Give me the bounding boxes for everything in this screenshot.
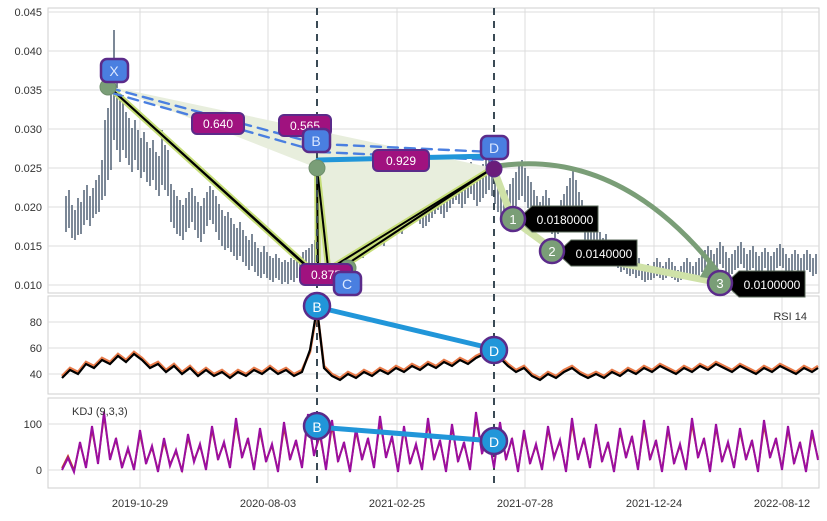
kdj-series bbox=[61, 411, 819, 476]
price-ytick-2: 0.035 bbox=[14, 85, 42, 97]
pivot-label-c-box[interactable] bbox=[332, 270, 363, 297]
target-2-value: 0.0140000 bbox=[576, 247, 633, 261]
price-ytick-0: 0.045 bbox=[14, 7, 42, 19]
pivot-d-dot bbox=[485, 160, 503, 178]
target-1-value: 0.0180000 bbox=[537, 213, 594, 227]
x-axis: 2019-10-29 2020-08-03 2021-02-25 2021-07… bbox=[112, 498, 810, 510]
kdj-panel-label: KDJ (9,3,3) bbox=[72, 406, 128, 418]
kdj-marker-b-label: B bbox=[312, 419, 321, 435]
target-arc bbox=[495, 161, 721, 275]
kdj-panel-bg bbox=[47, 397, 820, 489]
pivot-label-b: B bbox=[311, 133, 320, 149]
price-ytick-1: 0.040 bbox=[14, 46, 42, 58]
rsi-markers: B D bbox=[302, 291, 509, 365]
target-marker-1[interactable] bbox=[499, 205, 527, 233]
pattern-fill bbox=[108, 86, 493, 276]
xtick-0: 2019-10-29 bbox=[112, 498, 168, 510]
ratio-label-1: 0.640 bbox=[203, 117, 233, 131]
target-markers: 1 2 3 bbox=[499, 205, 734, 297]
xtick-2: 2021-02-25 bbox=[369, 498, 425, 510]
pivot-label-d: D bbox=[489, 140, 499, 156]
pivot-b-dot bbox=[308, 159, 326, 177]
pivot-label-x-box[interactable] bbox=[99, 57, 130, 84]
rsi-panel-label: RSI 14 bbox=[773, 311, 807, 323]
rsi-bd-line bbox=[314, 304, 497, 352]
xtick-1: 2020-08-03 bbox=[240, 498, 296, 510]
pivot-label-x: X bbox=[109, 63, 119, 79]
price-ytick-4: 0.025 bbox=[14, 163, 42, 175]
price-y-axis: 0.045 0.040 0.035 0.030 0.025 0.020 0.01… bbox=[14, 7, 42, 292]
pivot-label-c: C bbox=[342, 276, 352, 292]
kdj-y-axis: 100 0 bbox=[24, 419, 42, 477]
target-marker-1-label: 1 bbox=[509, 212, 516, 227]
rsi-marker-d-label: D bbox=[489, 343, 499, 359]
pivot-labels: X B C D bbox=[99, 57, 510, 297]
kdj-ytick-1: 0 bbox=[36, 465, 42, 477]
rsi-y-axis: 80 60 40 bbox=[30, 317, 42, 381]
harmonic-pattern bbox=[105, 83, 495, 279]
pivot-label-b-box[interactable] bbox=[301, 127, 332, 154]
target-marker-2[interactable] bbox=[538, 237, 566, 265]
xtick-5: 2022-08-12 bbox=[754, 498, 810, 510]
price-ytick-3: 0.030 bbox=[14, 124, 42, 136]
rsi-series bbox=[61, 307, 819, 382]
price-ytick-6: 0.015 bbox=[14, 241, 42, 253]
target-callouts: 0.0180000 0.0140000 0.0100000 bbox=[517, 205, 806, 298]
rsi-ytick-1: 60 bbox=[30, 343, 42, 355]
price-gridlines-v bbox=[139, 8, 783, 293]
rsi-marker-d[interactable] bbox=[479, 335, 509, 365]
ratio-label-3: 0.929 bbox=[386, 154, 416, 168]
pivot-label-d-box[interactable] bbox=[479, 134, 510, 161]
rsi-marker-b-label: B bbox=[312, 299, 321, 315]
target-marker-3-label: 3 bbox=[716, 276, 723, 291]
price-ytick-7: 0.010 bbox=[14, 280, 42, 292]
target-3-value: 0.0100000 bbox=[744, 278, 801, 292]
kdj-markers: B D bbox=[302, 411, 509, 456]
rsi-ytick-2: 40 bbox=[30, 369, 42, 381]
rsi-panel-bg bbox=[47, 295, 820, 395]
rsi-marker-b[interactable] bbox=[302, 291, 332, 321]
ratio-box-3[interactable] bbox=[372, 149, 430, 172]
kdj-marker-d-label: D bbox=[489, 434, 499, 450]
kdj-bd-line bbox=[314, 424, 497, 444]
rsi-gridlines bbox=[48, 296, 819, 394]
price-ytick-5: 0.020 bbox=[14, 202, 42, 214]
ratio-box-1[interactable] bbox=[191, 112, 245, 135]
kdj-ytick-0: 100 bbox=[24, 419, 42, 431]
xtick-4: 2021-12-24 bbox=[626, 498, 682, 510]
target-marker-3[interactable] bbox=[706, 269, 734, 297]
xtick-3: 2021-07-28 bbox=[497, 498, 553, 510]
rsi-ytick-0: 80 bbox=[30, 317, 42, 329]
kdj-marker-b[interactable] bbox=[302, 411, 332, 441]
kdj-marker-d[interactable] bbox=[479, 426, 509, 456]
target-marker-2-label: 2 bbox=[548, 244, 555, 259]
